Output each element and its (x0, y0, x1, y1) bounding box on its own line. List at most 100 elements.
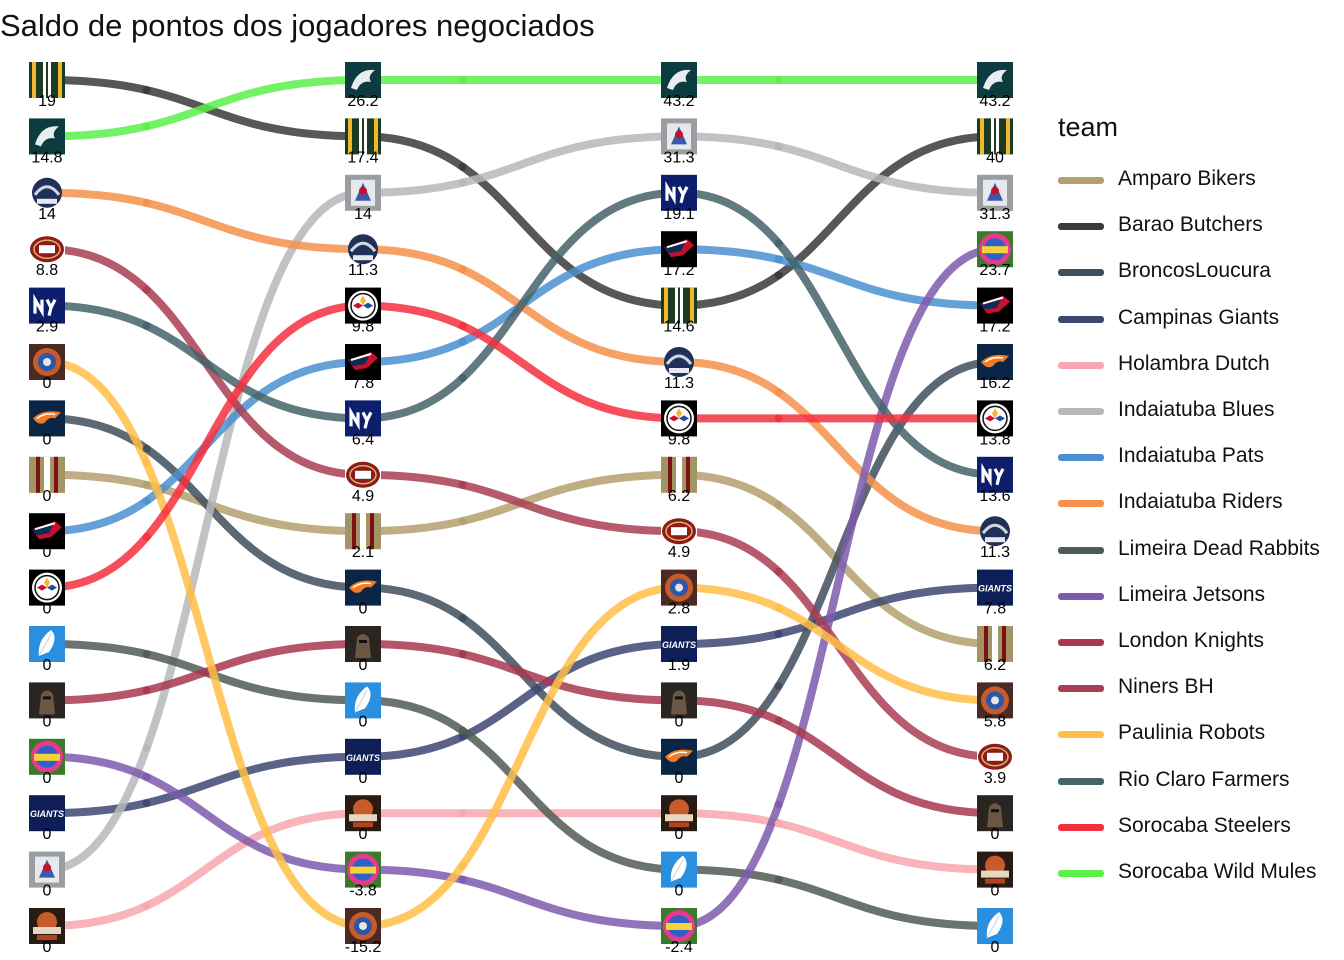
value-label-broncosloucura: 0 (359, 601, 368, 618)
team-icon-sorocaba-steelers (977, 400, 1013, 437)
legend-item-paulinia-robots: Paulinia Robots (1058, 719, 1344, 749)
series-dot-barao-butchers (142, 86, 151, 95)
legend-swatch (1058, 777, 1104, 785)
value-label-london-knights: 0 (991, 826, 1000, 843)
team-icon-holambra-dutch (29, 908, 65, 944)
value-label-barao-butchers: 14.6 (663, 319, 694, 336)
series-dot-paulinia-robots (774, 603, 783, 612)
series-dot-holambra-dutch (458, 809, 467, 818)
team-icon-indaiatuba-pats (661, 231, 697, 268)
legend-swatch (1058, 685, 1104, 693)
legend-label: Paulinia Robots (1118, 721, 1266, 745)
series-dot-london-knights (458, 650, 467, 659)
series-dot-limeira-dead-rabbits (774, 875, 783, 884)
value-label-paulinia-robots: 5.8 (984, 713, 1006, 730)
series-dot-limeira-jetsons (142, 773, 151, 782)
team-icon-paulinia-robots (977, 682, 1013, 719)
team-icon-indaiatuba-blues (345, 174, 381, 211)
value-label-amparo-bikers: 6.2 (668, 488, 690, 505)
series-dot-paulinia-robots (142, 459, 151, 468)
series-dot-campinas-giants (774, 629, 783, 638)
series-dot-limeira-jetsons (774, 800, 783, 809)
value-label-indaiatuba-pats: 7.8 (352, 375, 374, 392)
series-dot-indaiatuba-pats (142, 496, 151, 505)
team-icon-sorocaba-steelers (29, 569, 65, 606)
value-label-holambra-dutch: 0 (43, 939, 52, 956)
legend-item-limeira-jetsons: Limeira Jetsons (1058, 581, 1344, 611)
legend-item-campinas-giants: Campinas Giants (1058, 304, 1344, 334)
series-line-campinas-giants (43, 583, 999, 818)
series-dot-holambra-dutch (142, 901, 151, 910)
legend-swatch (1058, 823, 1104, 831)
legend-label: Sorocaba Wild Mules (1118, 860, 1317, 883)
value-label-indaiatuba-blues: 31.3 (663, 149, 694, 166)
chart-title: Saldo de pontos dos jogadores negociados (0, 8, 595, 43)
value-label-london-knights: 0 (675, 713, 684, 730)
team-icon-campinas-giants: GIANTS (661, 626, 697, 662)
team-icon-campinas-giants: GIANTS (345, 738, 381, 775)
value-label-limeira-dead-rabbits: 0 (675, 883, 684, 900)
legend-item-sorocaba-wild-mules: Sorocaba Wild Mules (1058, 858, 1344, 888)
value-label-niners-bh: 4.9 (668, 544, 690, 561)
value-label-rio-claro-farmers: 6.4 (352, 431, 374, 448)
team-icon-broncosloucura (345, 569, 381, 606)
value-label-campinas-giants: 1.9 (668, 657, 690, 674)
value-label-sorocaba-wild-mules: 43.2 (979, 93, 1010, 110)
value-label-broncosloucura: 0 (675, 770, 684, 787)
value-label-sorocaba-steelers: 0 (43, 601, 52, 618)
legend-item-holambra-dutch: Holambra Dutch (1058, 350, 1344, 380)
series-dot-amparo-bikers (774, 501, 783, 510)
team-icon-rio-claro-farmers (977, 456, 1013, 493)
team-icon-barao-butchers (345, 118, 381, 155)
series-dot-sorocaba-steelers (142, 533, 151, 542)
team-icon-limeira-jetsons (29, 738, 65, 775)
value-label-barao-butchers: 40 (986, 149, 1004, 166)
legend-item-broncosloucura: BroncosLoucura (1058, 257, 1344, 287)
value-label-sorocaba-steelers: 13.8 (979, 431, 1010, 448)
series-dot-sorocaba-wild-mules (142, 122, 151, 131)
value-label-limeira-dead-rabbits: 0 (359, 713, 368, 730)
team-icon-indaiatuba-riders (32, 177, 62, 208)
series-dot-amparo-bikers (458, 517, 467, 526)
series-dot-sorocaba-wild-mules (458, 76, 467, 84)
team-icon-limeira-dead-rabbits (661, 851, 697, 888)
value-label-limeira-jetsons: -3.8 (349, 883, 377, 900)
value-label-barao-butchers: 17.4 (347, 149, 378, 166)
value-label-limeira-dead-rabbits: 0 (991, 939, 1000, 956)
legend-label: Indaiatuba Riders (1118, 490, 1283, 514)
series-dot-london-knights (142, 686, 151, 695)
series-dot-limeira-jetsons (458, 875, 467, 884)
team-icon-indaiatuba-riders (348, 234, 378, 265)
team-icon-paulinia-robots (345, 908, 381, 944)
value-labels: 0 2.1 6.2 6.2 19 17.4 14.6 40 0 0 0 16.2 0 0 1.9 7.8 0 0 0… (31, 93, 1010, 956)
team-icon-broncosloucura (661, 738, 697, 775)
team-icon-broncosloucura (977, 344, 1013, 380)
legend-label: BroncosLoucura (1118, 259, 1271, 283)
legend-item-niners-bh: Niners BH (1058, 673, 1344, 703)
series-dot-rio-claro-farmers (142, 321, 151, 330)
legend-item-limeira-dead-rabbits: Limeira Dead Rabbits (1058, 535, 1344, 565)
team-icon-indaiatuba-blues (29, 851, 65, 888)
series-dot-amparo-bikers (142, 480, 151, 489)
series-dot-rio-claro-farmers (458, 373, 467, 382)
value-label-holambra-dutch: 0 (359, 826, 368, 843)
team-icon-barao-butchers (29, 62, 65, 98)
value-label-campinas-giants: 7.8 (984, 601, 1006, 618)
team-icon-indaiatuba-pats (345, 344, 381, 380)
legend-label: Indaiatuba Pats (1118, 444, 1264, 468)
series-dot-broncosloucura (142, 444, 151, 453)
legend-item-amparo-bikers: Amparo Bikers (1058, 165, 1344, 195)
svg-text:GIANTS: GIANTS (346, 753, 380, 763)
value-label-holambra-dutch: 0 (991, 883, 1000, 900)
series-line-barao-butchers (43, 76, 999, 310)
legend-swatch (1058, 500, 1104, 508)
team-icon-london-knights (661, 682, 697, 719)
team-icon-amparo-bikers (29, 456, 65, 493)
legend-item-sorocaba-steelers: Sorocaba Steelers (1058, 812, 1344, 842)
series-dot-sorocaba-wild-mules (774, 76, 783, 84)
value-label-limeira-dead-rabbits: 0 (43, 657, 52, 674)
team-icon-niners-bh (29, 231, 65, 268)
team-icon-holambra-dutch (661, 795, 697, 832)
series-dot-indaiatuba-blues (142, 744, 151, 753)
value-label-london-knights: 0 (43, 713, 52, 730)
